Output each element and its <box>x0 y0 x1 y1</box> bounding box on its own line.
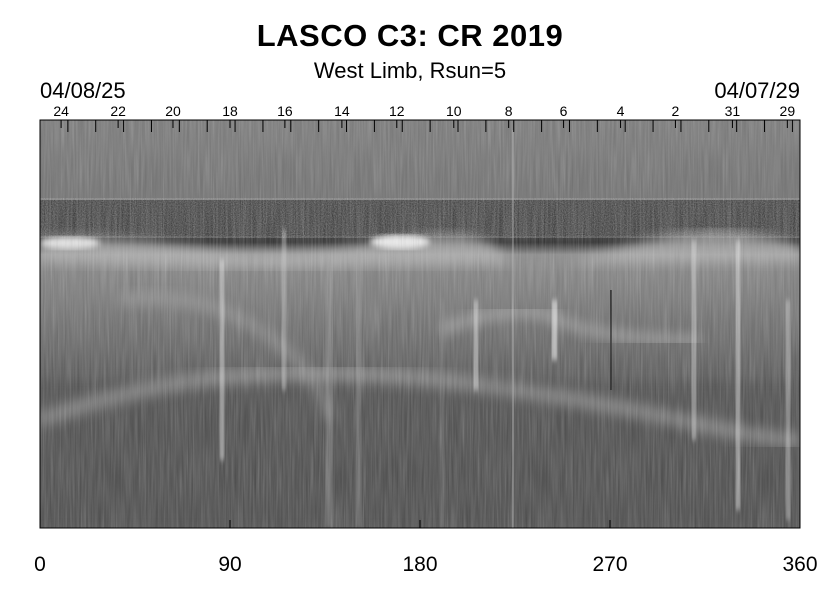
day-label: 29 <box>780 103 796 119</box>
x-tick-label: 270 <box>592 553 627 576</box>
bottom-longitude-axis: 0 90 180 270 360 <box>34 520 818 576</box>
day-label: 4 <box>617 103 625 119</box>
x-tick-label: 180 <box>402 553 437 576</box>
chart-subtitle: West Limb, Rsun=5 <box>313 58 507 83</box>
day-label: 20 <box>165 103 181 119</box>
day-label: 16 <box>277 103 293 119</box>
day-label: 10 <box>446 103 462 119</box>
day-label: 18 <box>222 103 238 119</box>
day-label: 8 <box>505 103 513 119</box>
day-label: 31 <box>725 103 741 119</box>
chart-title: LASCO C3: CR 2019 <box>256 18 564 53</box>
day-label: 2 <box>672 103 680 119</box>
x-tick-label: 90 <box>218 553 241 576</box>
day-label: 14 <box>334 103 350 119</box>
day-label: 12 <box>389 103 405 119</box>
top-date-axis: 24 22 20 18 16 14 12 10 8 6 4 2 31 29 <box>39 103 796 132</box>
plot-image <box>40 120 800 528</box>
x-tick-label: 0 <box>34 553 46 576</box>
day-label: 22 <box>110 103 126 119</box>
day-label: 24 <box>53 103 69 119</box>
x-tick-label: 360 <box>782 553 817 576</box>
start-date-label: 04/08/25 <box>40 78 126 103</box>
day-label: 6 <box>560 103 568 119</box>
end-date-label: 04/07/29 <box>714 78 800 103</box>
